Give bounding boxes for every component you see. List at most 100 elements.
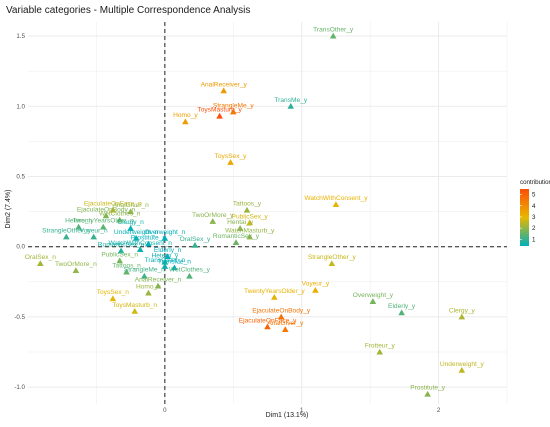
point-marker — [191, 242, 199, 248]
point-label: StrangleOther_y — [308, 254, 357, 261]
point-marker — [131, 308, 139, 314]
point-marker — [264, 323, 271, 330]
point-label: AnalGiver_n — [112, 202, 149, 209]
point-label: StrangleMe_y — [213, 102, 254, 109]
point-label: TransMe_y — [274, 97, 307, 104]
point-marker — [220, 87, 228, 94]
point-marker — [161, 258, 169, 265]
point-marker — [116, 216, 123, 223]
point-label: WatchMasturb_y — [225, 227, 275, 234]
point-label: TransMe_n — [158, 258, 191, 265]
point-label: WatchWithConsent_y — [304, 195, 368, 202]
data-points: TransOther_y AnalReceiver_y StrangleMe_y Tr… — [25, 27, 485, 397]
point-label: Overweight_y — [353, 292, 394, 299]
point-label: Elderly_y — [388, 303, 416, 310]
point-marker — [332, 201, 340, 208]
point-marker — [281, 326, 289, 333]
point-marker — [132, 234, 140, 241]
point-marker — [145, 240, 152, 247]
point-label: EjaculateOnBody_n — [77, 206, 136, 213]
y-tick-label: 1.5 — [16, 33, 25, 40]
point-marker — [90, 233, 97, 240]
point-marker — [116, 257, 123, 264]
point-marker — [145, 289, 152, 296]
point-label: ToysSex_y — [215, 153, 248, 160]
legend-tick-label: 2 — [532, 225, 536, 232]
point-marker — [216, 112, 223, 119]
point-label: TransOther_n — [145, 257, 186, 264]
point-label: AnalReceiver_y — [201, 81, 248, 88]
point-label: PublicSex_n — [101, 251, 138, 258]
point-label: StrangleMe_n — [124, 267, 165, 274]
point-marker — [161, 234, 169, 241]
point-label: TwentyYearsOlder_y — [244, 288, 305, 295]
point-marker — [287, 102, 295, 109]
chart-title: Variable categories - Multiple Correspon… — [6, 5, 250, 16]
point-marker — [72, 267, 80, 274]
y-tick-label: 0.0 — [16, 244, 25, 251]
legend: contribution 5 4 3 2 1 — [520, 179, 550, 246]
point-marker — [136, 246, 144, 252]
point-marker — [369, 298, 377, 304]
point-marker — [227, 159, 234, 165]
point-label: TransOther_y — [313, 27, 354, 34]
point-label: Hentai_y — [227, 219, 254, 226]
point-label: ToysMasturb_n — [112, 302, 157, 309]
point-marker — [127, 225, 134, 231]
point-marker — [154, 282, 162, 289]
y-tick-label: -1.0 — [14, 384, 25, 391]
point-marker — [123, 268, 130, 275]
point-label: WatchWithConsent_n — [108, 240, 172, 247]
legend-tick-label: 1 — [532, 236, 536, 243]
point-marker — [117, 247, 125, 254]
point-marker — [229, 108, 237, 115]
point-label: PublicSex_y — [232, 213, 269, 220]
point-label: AnalReceiver_n — [135, 277, 182, 284]
point-label: Homo_n — [136, 284, 161, 291]
point-label: Prostitute_y — [410, 385, 446, 392]
point-label: AnalGiver_y — [267, 320, 304, 327]
point-marker — [182, 118, 189, 125]
legend-title: contribution — [520, 179, 550, 186]
point-marker — [246, 219, 254, 226]
legend-tick-label: 5 — [532, 192, 536, 199]
legend-tick-label: 3 — [532, 214, 536, 221]
point-label: Clergy_y — [449, 307, 476, 314]
point-marker — [127, 208, 134, 215]
point-marker — [329, 32, 337, 39]
point-marker — [424, 390, 431, 397]
point-label: OralSex_n — [25, 254, 56, 261]
x-tick-label: 0 — [163, 407, 167, 414]
point-marker — [398, 309, 405, 316]
point-label: Hetero_y — [151, 253, 178, 260]
point-marker — [63, 233, 70, 240]
point-marker — [243, 206, 251, 213]
point-label: RomanticSex_n — [98, 241, 145, 248]
point-label: Tattoos_y — [233, 201, 262, 208]
point-marker — [458, 366, 466, 373]
axis-ticks: 0 1 2 1.5 1.0 0.5 0.0 -0.5 -1.0 — [14, 33, 441, 414]
point-marker — [141, 272, 148, 279]
point-marker — [232, 239, 240, 245]
point-label: Hetero_n — [65, 218, 92, 225]
point-label: Overweight_n — [145, 229, 186, 236]
point-label: TwoOrMore_n — [55, 261, 97, 268]
point-marker — [161, 263, 169, 269]
point-marker — [164, 253, 171, 260]
point-marker — [328, 260, 336, 267]
reference-lines — [28, 22, 507, 404]
point-label: TwentyYearsOlder_n — [73, 218, 134, 225]
x-axis-label: Dim1 (13.1%) — [266, 412, 309, 419]
point-marker — [209, 218, 217, 224]
point-marker — [312, 286, 319, 293]
point-marker — [277, 313, 285, 320]
point-marker — [171, 264, 178, 271]
point-marker — [102, 212, 110, 219]
point-label: WetClothes_y — [169, 267, 211, 274]
point-label: EjaculateOnFace_y — [239, 317, 297, 324]
x-tick-label: 2 — [437, 407, 441, 414]
point-label: Underweight_n — [114, 229, 159, 236]
point-label: StrangleOther_n — [42, 227, 91, 234]
legend-tick-label: 4 — [532, 203, 536, 210]
